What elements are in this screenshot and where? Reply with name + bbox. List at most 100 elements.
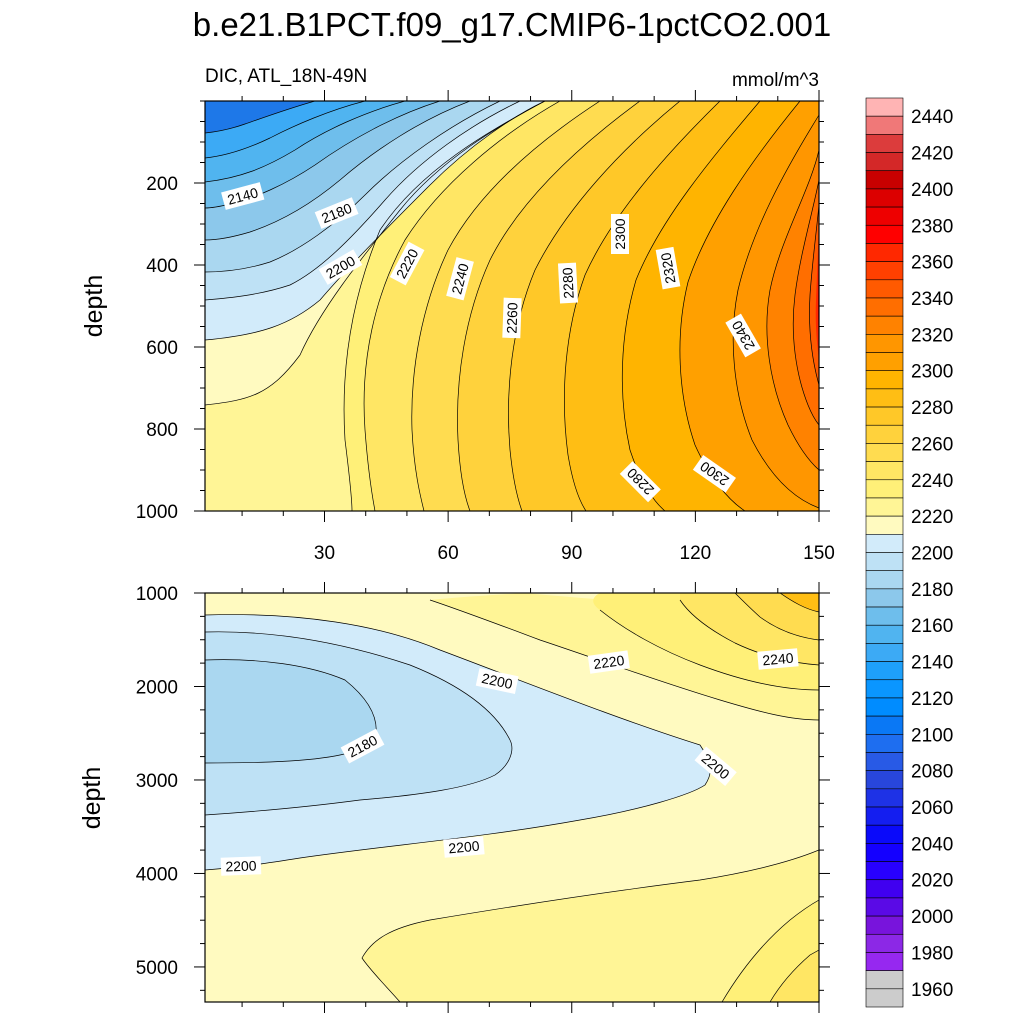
- upper-contour-2310: [766, 149, 819, 471]
- variable-region-label: DIC, ATL_18N-49N: [205, 66, 367, 87]
- svg-text:2200: 2200: [448, 838, 481, 857]
- lower-band-2240: [735, 593, 819, 640]
- colorbar-box-2270: [865, 406, 904, 426]
- colorbar-label-2260: 2260: [911, 434, 953, 455]
- colorbar-box-2300: [865, 352, 904, 371]
- colorbar-label-2400: 2400: [911, 180, 953, 201]
- upper-xtick-label: 90: [561, 543, 582, 564]
- colorbar-box-2110: [865, 697, 904, 717]
- lower-contour-2190: [205, 631, 513, 816]
- lower-clabel-2200-lower: 2200: [443, 836, 485, 858]
- upper-clabel-2280: 2280: [557, 262, 579, 304]
- lower-band-2180: [205, 659, 377, 763]
- upper-y-tick-labels: 200 400 600 800 1000: [136, 174, 178, 523]
- upper-ticks: [194, 90, 830, 522]
- upper-contour-2270: [564, 101, 721, 511]
- upper-ytick-label: 800: [146, 420, 178, 441]
- colorbar-label-2220: 2220: [911, 507, 953, 528]
- upper-contour-2230: [363, 101, 561, 511]
- upper-depth-label: depth: [80, 275, 108, 338]
- lower-clabel-2240: 2240: [757, 648, 799, 670]
- colorbar-label-2140: 2140: [911, 653, 953, 674]
- colorbar-box-2000: [865, 897, 904, 917]
- colorbar-box-2010: [865, 879, 904, 899]
- upper-ytick-label: 1000: [136, 502, 178, 523]
- colorbar-box-1950: [865, 988, 904, 1008]
- colorbar-label-2240: 2240: [911, 471, 953, 492]
- svg-text:2240: 2240: [762, 650, 795, 669]
- colorbar-box-2080: [865, 752, 904, 771]
- colorbar-box-2170: [865, 588, 904, 608]
- colorbar-box-2180: [865, 570, 904, 590]
- colorbar-box-2070: [865, 770, 904, 790]
- colorbar-box-2280: [865, 388, 904, 408]
- colorbar-box-2090: [865, 733, 904, 753]
- upper-xtick-label: 150: [803, 543, 835, 564]
- svg-text:2200: 2200: [225, 857, 257, 874]
- upper-clabel-2320: 2320: [655, 246, 681, 290]
- upper-contour-2200: [205, 101, 546, 341]
- colorbar-label-1980: 1980: [911, 943, 953, 964]
- upper-ytick-label: 200: [146, 174, 178, 195]
- lower-band-2250: [780, 593, 819, 612]
- colorbar-label-2060: 2060: [911, 798, 953, 819]
- upper-clabel-2300: 2300: [611, 214, 629, 254]
- upper-contour-2160: [205, 101, 441, 209]
- colorbar-label-2360: 2360: [911, 253, 953, 274]
- colorbar-box-2060: [865, 788, 904, 808]
- colorbar-label-2200: 2200: [911, 544, 953, 565]
- colorbar-box-2370: [865, 224, 904, 244]
- lower-contour-2250: [779, 593, 819, 613]
- colorbar-box-2220: [865, 497, 904, 517]
- upper-clabel-2140: 2140: [221, 182, 265, 210]
- upper-ytick-label: 400: [146, 256, 178, 277]
- lower-band-2230-deep: [770, 950, 819, 1002]
- colorbar-box-2100: [865, 715, 904, 735]
- upper-contour-2220: [343, 101, 546, 511]
- upper-xtick-label: 120: [680, 543, 712, 564]
- upper-xtick-label: 30: [314, 543, 335, 564]
- upper-band-2330: [809, 205, 819, 385]
- upper-contour-2330: [809, 204, 819, 386]
- upper-contour-2260: [508, 101, 681, 511]
- colorbar-box-2160: [865, 606, 904, 626]
- upper-contour-2320: [792, 179, 819, 426]
- lower-ytick-label: 3000: [136, 771, 178, 792]
- colorbar-box-1980: [865, 933, 904, 953]
- colorbar-label-2120: 2120: [911, 689, 953, 710]
- units-label: mmol/m^3: [732, 70, 819, 91]
- lower-contour-2210-deep: [361, 849, 819, 1002]
- lower-depth-label: depth: [78, 767, 106, 830]
- lower-clabel-2200-left: 2200: [220, 856, 262, 876]
- colorbar-box-2140: [865, 643, 904, 662]
- upper-contour-2300: [732, 114, 819, 509]
- colorbar-label-2280: 2280: [911, 398, 953, 419]
- lower-contour-labels: 2220 2240 2200 2180 2200 2200 2200: [220, 648, 799, 876]
- colorbar-label-2380: 2380: [911, 216, 953, 237]
- lower-filled-contours: [205, 593, 819, 1002]
- colorbar-label-2340: 2340: [911, 289, 953, 310]
- colorbar-box-2390: [865, 188, 904, 208]
- colorbar-box-2240: [865, 461, 904, 481]
- lower-y-tick-labels: 1000 2000 3000 4000 5000: [136, 584, 178, 979]
- colorbar-box-2400: [865, 170, 904, 190]
- colorbar-box-2210: [865, 515, 904, 535]
- colorbar-label-2000: 2000: [911, 907, 953, 928]
- colorbar-box-2050: [865, 806, 904, 826]
- svg-text:2300: 2300: [612, 218, 628, 249]
- colorbar-box-2250: [865, 443, 904, 462]
- colorbar-box-2030: [865, 843, 904, 862]
- lower-contour-2230-deep: [769, 949, 819, 1002]
- lower-ytick-label: 4000: [136, 864, 178, 885]
- upper-contour-labels: 2140 2180 2200 2220 2240 2260 2280 2300 …: [221, 182, 761, 503]
- upper-contour-2130: [205, 101, 316, 134]
- svg-text:2200: 2200: [480, 670, 514, 692]
- colorbar-box-2150: [865, 624, 904, 644]
- colorbar-label-2420: 2420: [911, 144, 953, 165]
- lower-band-2210-deep: [362, 850, 819, 1002]
- colorbar-box-2310: [865, 334, 904, 353]
- lower-clabel-2200-upper: 2200: [475, 668, 519, 694]
- upper-xtick-label: 60: [438, 543, 459, 564]
- lower-clabel-2220: 2220: [587, 650, 630, 674]
